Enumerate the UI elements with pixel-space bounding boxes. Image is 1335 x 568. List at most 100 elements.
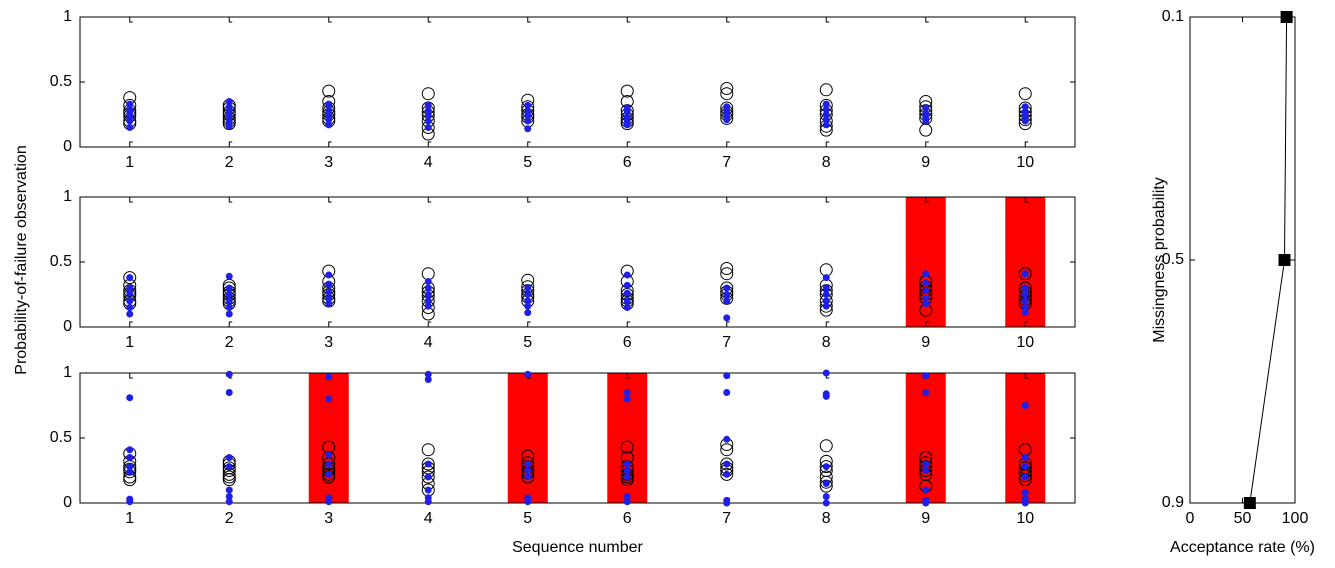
x-axis-label: Sequence number xyxy=(512,539,643,556)
filled-point xyxy=(1021,304,1029,311)
filled-point xyxy=(1021,103,1029,111)
filled-point xyxy=(822,100,830,108)
x-tick-label: 8 xyxy=(822,510,831,527)
filled-point xyxy=(126,463,134,471)
filled-point xyxy=(126,117,134,125)
filled-point xyxy=(424,302,432,310)
open-point xyxy=(421,267,435,281)
filled-point xyxy=(225,297,233,305)
filled-point xyxy=(225,493,233,500)
open-point xyxy=(720,87,734,101)
marker xyxy=(1278,254,1291,266)
open-point xyxy=(819,263,833,277)
x-tick xyxy=(825,197,830,327)
filled-point xyxy=(225,107,233,115)
open-point xyxy=(819,460,833,474)
x-tick-label: 5 xyxy=(523,154,532,171)
filled-point xyxy=(723,103,731,111)
open-point xyxy=(720,82,734,95)
filled-point xyxy=(424,101,432,109)
filled-point xyxy=(723,470,731,478)
x-tick-label: 6 xyxy=(623,334,632,351)
x-tick xyxy=(427,373,432,503)
filled-point xyxy=(1021,489,1029,497)
x-tick-label: 8 xyxy=(822,334,831,351)
filled-point xyxy=(126,454,134,461)
filled-point xyxy=(1021,117,1029,125)
filled-point xyxy=(424,291,432,298)
filled-point xyxy=(822,291,830,298)
x-tick xyxy=(228,17,233,147)
filled-point xyxy=(822,105,830,113)
open-point xyxy=(720,267,734,281)
filled-point xyxy=(922,270,930,278)
x-tick-label: 1 xyxy=(125,154,134,171)
filled-point xyxy=(225,370,233,378)
x-tick-label: 3 xyxy=(324,334,333,351)
y-tick-label: 1 xyxy=(63,364,72,381)
filled-point xyxy=(424,112,432,120)
filled-point xyxy=(524,117,532,125)
open-point xyxy=(720,443,734,457)
x-tick xyxy=(527,197,531,327)
filled-point xyxy=(325,470,333,478)
filled-point xyxy=(1021,402,1029,409)
x-tick-label: 4 xyxy=(424,334,433,351)
filled-point xyxy=(822,274,830,282)
filled-point xyxy=(524,291,532,298)
filled-point xyxy=(723,435,731,443)
open-point xyxy=(919,123,933,137)
open-point xyxy=(720,457,734,471)
filled-point xyxy=(225,486,233,494)
x-tick xyxy=(726,197,730,327)
filled-point xyxy=(325,395,333,403)
y-tick-label: 0.9 xyxy=(1162,494,1184,511)
x-tick-label: 9 xyxy=(921,334,930,351)
y-axis-label: Probability-of-failure observation xyxy=(13,145,30,374)
filled-point xyxy=(126,284,134,292)
filled-point xyxy=(126,100,134,108)
filled-point xyxy=(623,467,631,474)
y-tick-label: 0.5 xyxy=(50,73,72,90)
filled-point xyxy=(922,104,930,112)
filled-point xyxy=(325,288,333,296)
x-tick xyxy=(129,373,133,503)
filled-point xyxy=(424,117,432,125)
filled-point xyxy=(922,300,930,308)
filled-point xyxy=(225,117,233,125)
x-tick xyxy=(427,197,432,327)
filled-point xyxy=(524,125,532,133)
filled-point xyxy=(524,101,532,109)
filled-point xyxy=(126,304,134,311)
y-tick-label: 0 xyxy=(63,138,72,155)
filled-point xyxy=(822,116,830,124)
open-point xyxy=(421,457,435,471)
open-point xyxy=(421,87,435,101)
y-tick-label: 0.1 xyxy=(1162,8,1184,25)
filled-point xyxy=(1021,309,1029,317)
filled-point xyxy=(723,297,731,305)
y-tick-label: 0.5 xyxy=(1162,251,1184,268)
filled-point xyxy=(225,463,233,471)
x-tick xyxy=(925,17,929,147)
x-tick-label: 9 xyxy=(921,510,930,527)
filled-point xyxy=(822,297,830,305)
filled-point xyxy=(822,111,830,118)
x-tick xyxy=(726,17,730,147)
x-tick-label: 5 xyxy=(523,334,532,351)
open-point xyxy=(322,467,336,481)
y-tick-label: 1 xyxy=(63,188,72,205)
x-tick-label: 3 xyxy=(324,154,333,171)
filled-point xyxy=(424,107,432,115)
x-tick-label: 7 xyxy=(722,510,731,527)
filled-point xyxy=(1021,270,1029,278)
filled-point xyxy=(723,314,731,322)
x-tick-label: 0 xyxy=(1186,510,1195,527)
filled-point xyxy=(126,446,134,454)
y-tick-label: 0 xyxy=(63,318,72,335)
filled-point xyxy=(225,454,233,461)
y-tick-label: 0.5 xyxy=(50,253,72,270)
filled-point xyxy=(524,297,532,305)
x-tick-label: 3 xyxy=(324,510,333,527)
filled-point xyxy=(325,271,333,279)
